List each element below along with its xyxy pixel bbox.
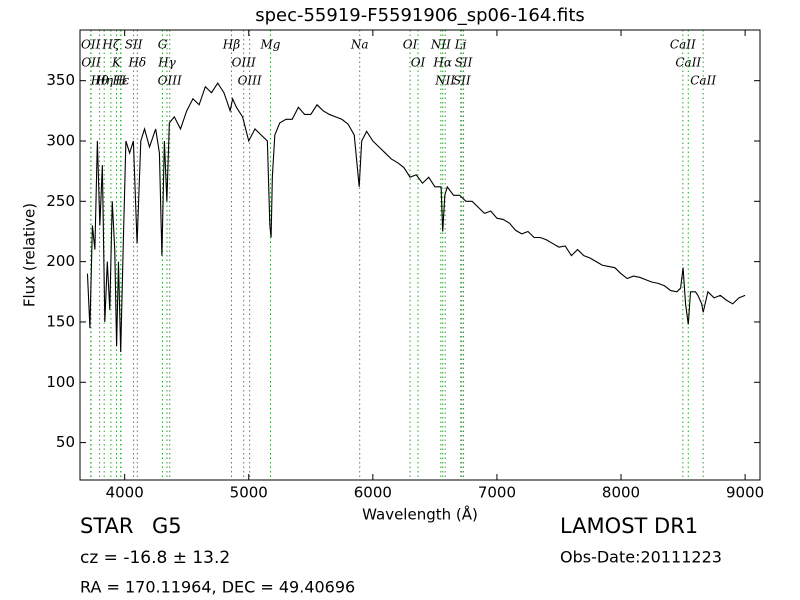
spectral-line-label: Hη bbox=[94, 74, 113, 88]
spectral-line-label: OI bbox=[411, 56, 426, 70]
spectral-line-label: OIII bbox=[238, 74, 262, 88]
spectral-line-label: G bbox=[158, 38, 168, 52]
position: RA = 170.11964, DEC = 49.40696 bbox=[80, 578, 355, 597]
spectral-line-label: H bbox=[114, 74, 126, 88]
spectral-line-label: NII bbox=[434, 74, 455, 88]
x-tick-label: 8000 bbox=[602, 484, 640, 502]
spectral-line-label: SII bbox=[125, 38, 143, 52]
plot-area bbox=[86, 30, 746, 480]
spectral-line-label: Mg bbox=[259, 38, 280, 52]
spectral-line-label: OI bbox=[403, 38, 418, 52]
spectral-line-label: OII bbox=[81, 56, 101, 70]
x-axis-label: Wavelength (Å) bbox=[362, 505, 478, 524]
x-tick-label: 9000 bbox=[726, 484, 764, 502]
survey: LAMOST DR1 bbox=[560, 514, 698, 538]
spectral-line-label: Hβ bbox=[222, 38, 240, 52]
y-tick-label: 150 bbox=[46, 312, 75, 330]
spectral-line-label: CaII bbox=[670, 38, 696, 52]
spectral-line-label: SII bbox=[453, 74, 471, 88]
spectral-line-label: CaII bbox=[675, 56, 701, 70]
spectral-line-label: Hε bbox=[111, 74, 129, 88]
y-axis-label: Flux (relative) bbox=[21, 203, 39, 307]
spectral-line-label: SII bbox=[455, 56, 473, 70]
y-tick-label: 350 bbox=[46, 71, 75, 89]
spectral-line-label: Hζ bbox=[101, 38, 120, 52]
spectral-line-label: OIII bbox=[232, 56, 256, 70]
y-tick-label: 100 bbox=[46, 373, 75, 391]
spectral-line-label: Li bbox=[454, 38, 467, 52]
subclass: G5 bbox=[152, 514, 182, 538]
object-class: STAR bbox=[80, 514, 133, 538]
spectral-line-label: Hα bbox=[432, 56, 452, 70]
spectral-line-label: Hγ bbox=[157, 56, 176, 70]
axes-frame bbox=[79, 29, 761, 481]
spectral-line-label: K bbox=[111, 56, 122, 70]
x-tick-label: 6000 bbox=[354, 484, 392, 502]
x-tick-label: 7000 bbox=[478, 484, 516, 502]
y-tick-label: 250 bbox=[46, 192, 75, 210]
spectral-line-label: OII bbox=[81, 38, 101, 52]
x-tick-label: 5000 bbox=[230, 484, 268, 502]
y-tick-label: 300 bbox=[46, 131, 75, 149]
spectral-line-label: Hθ bbox=[90, 74, 109, 88]
spectrum-line bbox=[86, 82, 746, 353]
obs-date: Obs-Date:20111223 bbox=[560, 548, 722, 567]
spectral-line-label: Hδ bbox=[127, 56, 146, 70]
spectral-line-label: Na bbox=[350, 38, 369, 52]
x-tick-label: 4000 bbox=[106, 484, 144, 502]
spectral-line-label: NII bbox=[430, 38, 451, 52]
chart-title: spec-55919-F5591906_sp06-164.fits bbox=[255, 5, 585, 26]
y-tick-label: 50 bbox=[56, 433, 75, 451]
spectral-line-label: CaII bbox=[690, 74, 716, 88]
spectral-line-label: OIII bbox=[158, 74, 182, 88]
y-tick-label: 200 bbox=[46, 252, 75, 270]
redshift: cz = -16.8 ± 13.2 bbox=[80, 548, 230, 568]
